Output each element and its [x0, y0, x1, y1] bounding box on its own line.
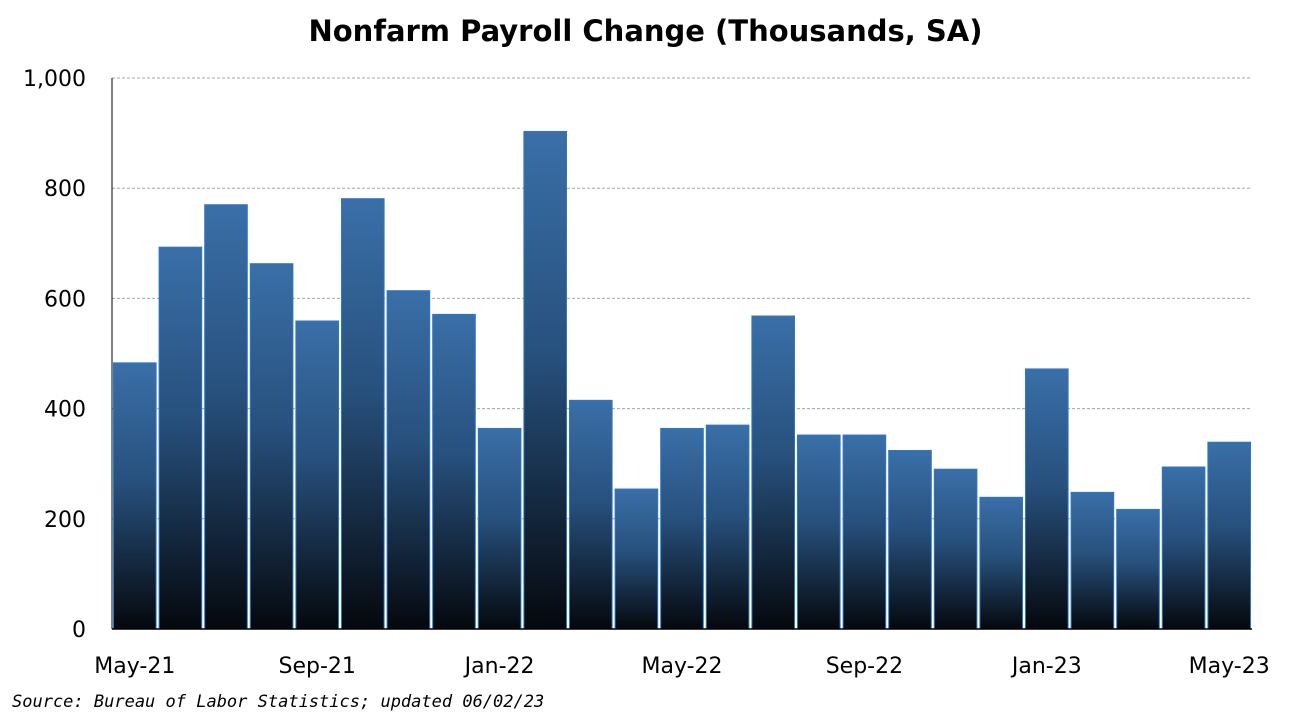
bar-feb-23 [1070, 491, 1115, 630]
bar-jun-21 [158, 246, 203, 630]
x-axis-ticks: May-21 Sep-21 Jan-22 May-22 Sep-22 Jan-23 May-… [94, 654, 1269, 679]
bar-sep-21 [295, 320, 339, 630]
bar-feb-22 [523, 130, 568, 630]
bar-may-23 [1207, 441, 1252, 630]
y-axis-ticks: 0 200 400 600 800 1,000 [23, 67, 86, 643]
bar-jul-22 [751, 315, 796, 630]
bar-may-21 [113, 362, 157, 630]
y-tick-label: 600 [44, 287, 86, 312]
bar-oct-22 [888, 449, 932, 630]
x-tick-label: May-21 [94, 654, 175, 679]
bars [113, 130, 1252, 630]
chart-title: Nonfarm Payroll Change (Thousands, SA) [308, 14, 983, 48]
bar-apr-22 [614, 488, 659, 630]
x-tick-label: Sep-21 [278, 654, 355, 679]
x-tick-label: Sep-22 [826, 654, 903, 679]
axes [111, 78, 1252, 630]
bar-jun-22 [705, 424, 750, 630]
x-tick-label: May-22 [641, 654, 722, 679]
x-tick-label: May-23 [1189, 654, 1270, 679]
bar-nov-21 [386, 290, 431, 630]
bar-dec-21 [432, 313, 476, 630]
bar-sep-22 [842, 434, 887, 630]
source-note: Source: Bureau of Labor Statistics; upda… [12, 692, 545, 712]
bar-may-22 [660, 427, 704, 630]
bar-aug-21 [249, 263, 294, 630]
y-tick-label: 800 [44, 177, 86, 202]
y-tick-label: 1,000 [23, 67, 86, 92]
y-tick-label: 200 [44, 508, 86, 533]
bar-jul-21 [204, 204, 248, 630]
y-tick-label: 0 [72, 618, 86, 643]
bar-oct-21 [341, 198, 385, 630]
bar-apr-23 [1161, 466, 1206, 630]
x-tick-label: Jan-22 [463, 654, 535, 679]
bar-aug-22 [797, 434, 841, 630]
bar-dec-22 [979, 496, 1024, 630]
bar-jan-22 [477, 427, 522, 630]
bar-mar-23 [1116, 508, 1160, 630]
bar-mar-22 [569, 399, 613, 630]
y-tick-label: 400 [44, 398, 86, 423]
bar-nov-22 [933, 468, 978, 630]
bar-jan-23 [1025, 368, 1069, 630]
x-tick-label: Jan-23 [1010, 654, 1082, 679]
